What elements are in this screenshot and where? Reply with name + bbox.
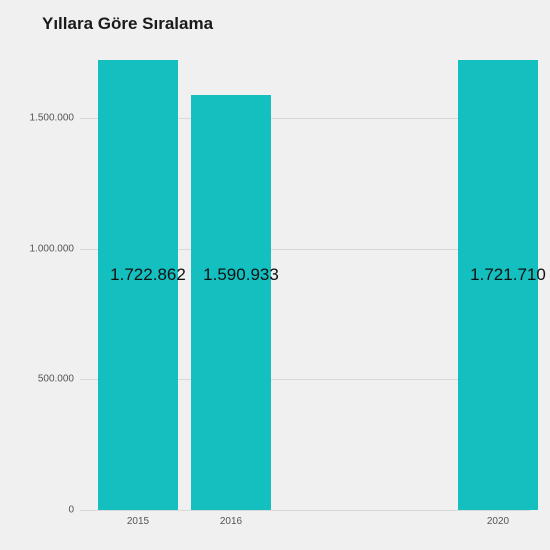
bar-value-label: 1.722.862 [110,265,186,285]
bar [458,60,538,510]
x-tick-label: 2015 [127,510,149,527]
y-tick-label: 0 [68,505,80,516]
y-tick-label: 500.000 [38,374,80,385]
bar [98,60,178,510]
x-tick-label: 2016 [220,510,242,527]
x-tick-label: 2020 [487,510,509,527]
y-tick-label: 1.500.000 [30,113,81,124]
plot-area: 0500.0001.000.0001.500.00020151.722.8622… [80,40,530,510]
bar [191,95,271,510]
y-tick-label: 1.000.000 [30,243,81,254]
bar-value-label: 1.721.710 [470,265,546,285]
bar-value-label: 1.590.933 [203,265,279,285]
chart-title: Yıllara Göre Sıralama [42,14,213,34]
